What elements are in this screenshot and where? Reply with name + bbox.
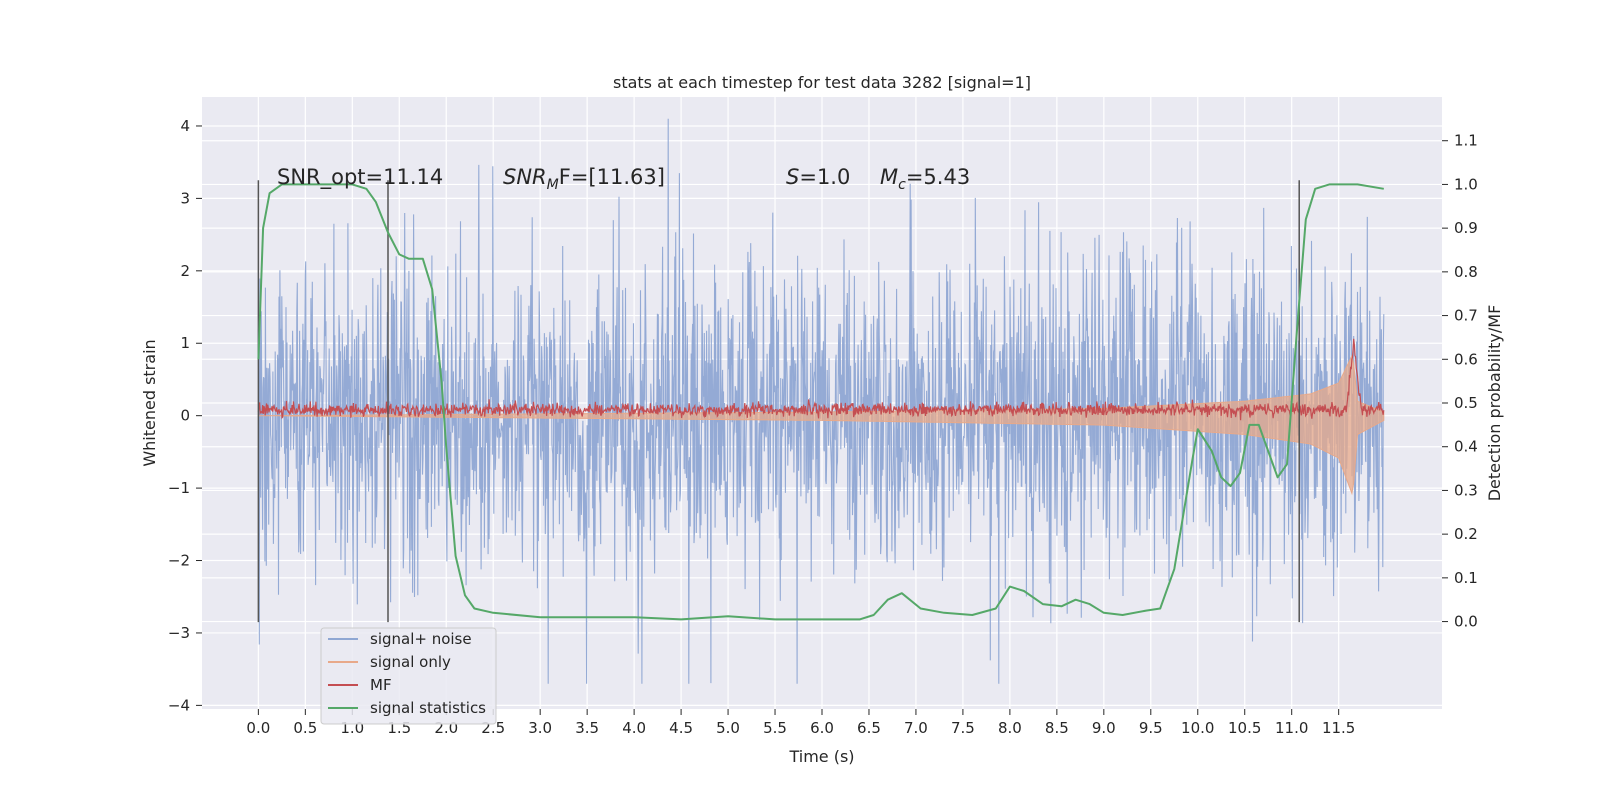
x-tick-label-1: 0.5 <box>293 719 317 737</box>
y-right-tick-label-8: 0.3 <box>1454 481 1478 499</box>
x-axis-label: Time (s) <box>788 747 854 766</box>
x-tick-label-21: 10.5 <box>1228 719 1261 737</box>
x-tick-label-18: 9.0 <box>1092 719 1116 737</box>
y-left-tick-label-7: −3 <box>168 624 190 642</box>
y-left-tick-label-8: −4 <box>168 696 190 714</box>
x-tick-label-20: 10.0 <box>1181 719 1214 737</box>
legend-label-signal-statistics: signal statistics <box>370 699 486 717</box>
legend-label-signal-noise: signal+ noise <box>370 630 472 648</box>
y-left-tick-label-5: −1 <box>168 479 190 497</box>
y-axis-label-left: Whitened strain <box>140 339 159 466</box>
y-right-tick-label-6: 0.5 <box>1454 394 1478 412</box>
y-right-tick-label-4: 0.7 <box>1454 307 1478 325</box>
y-right-tick-label-5: 0.6 <box>1454 350 1478 368</box>
legend-label-mf: MF <box>370 676 392 694</box>
x-tick-label-11: 5.5 <box>763 719 787 737</box>
annotation-mc: Mc=5.43 <box>880 165 970 193</box>
signal-noise-line <box>257 118 1385 684</box>
signal-statistics-line <box>257 183 1384 621</box>
legend-box <box>320 627 497 725</box>
x-tick-label-8: 4.0 <box>622 719 646 737</box>
x-tick-label-14: 7.0 <box>904 719 928 737</box>
x-tick-label-6: 3.0 <box>528 719 552 737</box>
x-tick-label-12: 6.0 <box>810 719 834 737</box>
legend-label-signal-only: signal only <box>370 653 451 671</box>
x-tick-label-22: 11.0 <box>1275 719 1308 737</box>
series-signal-statistics <box>257 183 1384 621</box>
x-tick-label-17: 8.5 <box>1045 719 1069 737</box>
series-mf <box>257 338 1385 421</box>
y-left-tick-label-2: 2 <box>180 262 190 280</box>
x-tick-label-19: 9.5 <box>1139 719 1163 737</box>
x-tick-label-16: 8.0 <box>998 719 1022 737</box>
y-right-tick-label-0: 1.1 <box>1454 132 1478 150</box>
x-tick-label-13: 6.5 <box>857 719 881 737</box>
x-tick-label-23: 11.5 <box>1322 719 1355 737</box>
y-left-tick-label-0: 4 <box>180 117 190 135</box>
y-right-tick-label-11: 0.0 <box>1454 613 1478 631</box>
y-right-tick-label-2: 0.9 <box>1454 219 1478 237</box>
y-right-tick-label-10: 0.1 <box>1454 569 1478 587</box>
y-axis-label-right: Detection probability/MF <box>1485 305 1504 502</box>
chart-title: stats at each timestep for test data 328… <box>613 73 1031 92</box>
legend: signal+ noise signal only MF signal stat… <box>320 627 497 725</box>
y-right-tick-label-1: 1.0 <box>1454 175 1478 193</box>
vertical-markers <box>257 180 1300 623</box>
y-left-tick-label-3: 1 <box>180 334 190 352</box>
series-signal-noise <box>257 118 1385 684</box>
y-right-tick-label-9: 0.2 <box>1454 525 1478 543</box>
x-tick-label-10: 5.0 <box>716 719 740 737</box>
x-tick-label-15: 7.5 <box>951 719 975 737</box>
y-right-tick-label-3: 0.8 <box>1454 263 1478 281</box>
x-tick-label-7: 3.5 <box>575 719 599 737</box>
x-tick-label-9: 4.5 <box>669 719 693 737</box>
annotation-snr-mf: SNRMF=[11.63] <box>503 165 665 193</box>
y-left-tick-label-1: 3 <box>180 189 190 207</box>
x-tick-label-0: 0.0 <box>246 719 270 737</box>
y-left-tick-label-6: −2 <box>168 552 190 570</box>
y-right-tick-label-7: 0.4 <box>1454 438 1478 456</box>
annotation-s-value: S=1.0 <box>786 165 850 189</box>
y-left-tick-label-4: 0 <box>180 407 190 425</box>
axis-ticks: 0.0 0.5 1.0 1.5 2.0 2.5 3.0 3.5 4.0 4.5 5.0 5.5 6.0 6… <box>168 117 1478 737</box>
mf-line <box>257 338 1385 421</box>
annotation-snr-opt: SNR_opt=11.14 <box>277 165 443 190</box>
